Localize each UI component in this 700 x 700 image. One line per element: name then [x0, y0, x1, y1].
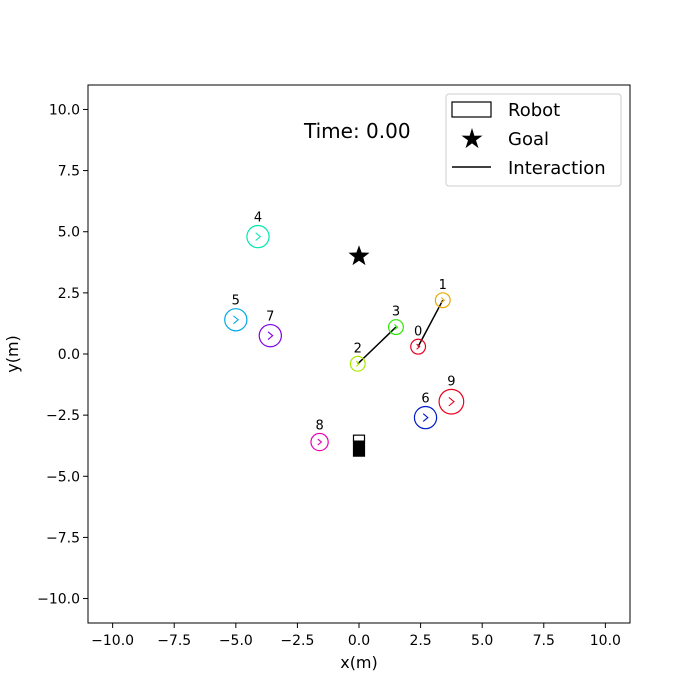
legend-goal-marker — [461, 128, 483, 149]
x-tick-label: 10.0 — [590, 633, 621, 649]
x-tick-label: 5.0 — [471, 633, 493, 649]
x-tick-label: −7.5 — [157, 633, 191, 649]
legend-robot-label: Robot — [508, 100, 560, 121]
x-tick-label: 7.5 — [533, 633, 555, 649]
agent-label: 0 — [414, 324, 422, 339]
agent-circle — [349, 355, 366, 372]
x-tick-label: −2.5 — [280, 633, 314, 649]
goal-layer — [348, 245, 370, 266]
y-tick-label: 7.5 — [58, 164, 80, 180]
interaction-line — [417, 299, 444, 348]
agent-circle — [224, 308, 248, 332]
legend: Robot Goal Interaction — [445, 93, 622, 187]
agent-heading-icon — [317, 438, 323, 446]
agent-heading-icon — [448, 396, 455, 407]
x-tick-label: −5.0 — [219, 633, 253, 649]
agent-circle — [258, 323, 282, 348]
agent-heading-icon — [416, 343, 421, 350]
x-axis: −10.0 −7.5 −5.0 −2.5 0.0 2.5 5.0 7.5 10.0 — [91, 623, 621, 649]
robot-marker-top — [352, 434, 366, 442]
time-label: Time: 0.00 — [303, 119, 411, 143]
legend-interaction-label: Interaction — [508, 158, 606, 179]
agent-label: 3 — [392, 305, 400, 320]
y-tick-label: −10.0 — [37, 592, 80, 608]
y-axis: −10.0 −7.5 −5.0 −2.5 0.0 2.5 5.0 7.5 10.0 — [37, 102, 88, 608]
agent-label: 4 — [254, 211, 262, 226]
agent-label: 1 — [439, 278, 447, 293]
x-axis-title: x(m) — [340, 653, 378, 672]
agent-heading-icon — [255, 232, 262, 241]
y-tick-label: −2.5 — [46, 408, 80, 424]
agent-heading-icon — [394, 324, 399, 331]
y-axis-title: y(m) — [3, 335, 22, 373]
agent-label: 5 — [232, 294, 240, 309]
agent-circle — [434, 292, 451, 309]
agent-heading-icon — [355, 360, 361, 367]
interaction-lines — [357, 299, 444, 365]
y-tick-label: −7.5 — [46, 530, 80, 546]
agent-circle — [438, 388, 465, 415]
x-tick-label: −10.0 — [91, 633, 134, 649]
goal-star-icon — [348, 245, 370, 266]
interaction-line — [357, 326, 397, 365]
agents: 0 1 2 3 4 5 6 7 8 9 — [224, 211, 465, 452]
y-tick-label: −5.0 — [46, 469, 80, 485]
agent-circle — [410, 338, 427, 355]
y-tick-label: 5.0 — [58, 225, 80, 241]
y-tick-label: 10.0 — [49, 102, 80, 118]
agent-heading-icon — [233, 315, 240, 325]
y-tick-label: 0.0 — [58, 347, 80, 363]
agent-circle — [246, 224, 270, 249]
agent-label: 9 — [447, 374, 455, 389]
agent-heading-icon — [422, 413, 429, 422]
agent-label: 6 — [421, 391, 429, 406]
agent-circle — [387, 319, 404, 336]
y-tick-label: 2.5 — [58, 286, 80, 302]
agent-label: 2 — [354, 341, 362, 356]
agent-heading-icon — [267, 331, 274, 340]
agent-circle — [310, 432, 329, 452]
x-tick-label: 2.5 — [409, 633, 431, 649]
agent-heading-icon — [440, 297, 446, 304]
agent-label: 7 — [266, 310, 274, 325]
agent-label: 8 — [315, 418, 323, 433]
legend-goal-label: Goal — [508, 129, 549, 150]
robot-layer — [352, 434, 366, 457]
x-tick-label: 0.0 — [348, 633, 370, 649]
legend-robot-marker — [451, 101, 492, 118]
agent-circle — [413, 405, 438, 430]
robot-marker-body — [352, 440, 366, 457]
